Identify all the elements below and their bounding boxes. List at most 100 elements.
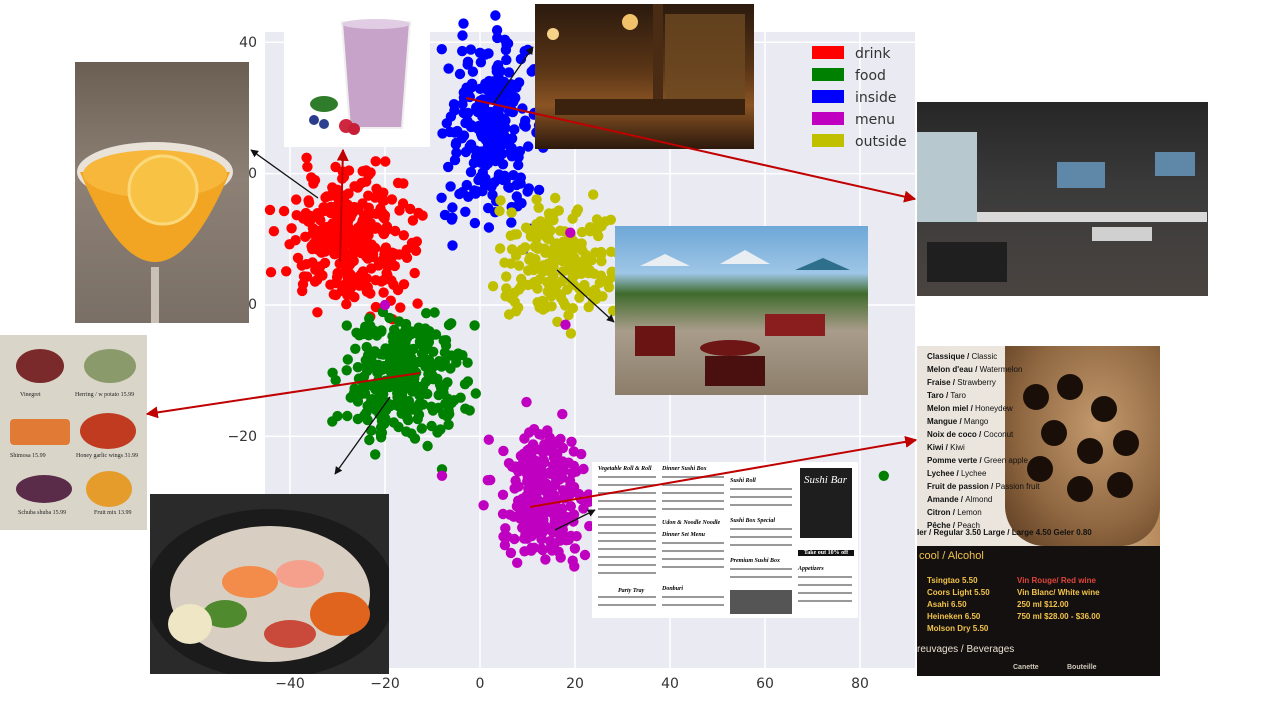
point-inside [523, 141, 534, 152]
point-food [462, 376, 474, 387]
wine-item: Vin Blanc/ White wine [1017, 588, 1100, 597]
point-outside [565, 328, 577, 339]
point-drink [380, 156, 391, 167]
arrow-to-bubble-tea-menu [529, 435, 918, 508]
bar-interior-illustration [547, 4, 745, 115]
point-food [388, 336, 399, 347]
smoothie-illustration [309, 19, 412, 135]
tapioca-pearl [1023, 384, 1049, 410]
point-menu [538, 467, 549, 478]
point-food [396, 389, 408, 401]
point-outside [495, 195, 506, 206]
menu-item-label: Honey garlic wings 31.99 [76, 453, 138, 459]
bubble-tea-menu-photo: Classique / Classic Melon d'eau / Waterm… [917, 346, 1160, 676]
point-menu [578, 463, 589, 475]
menu-dish-image [86, 471, 132, 507]
point-food [364, 434, 375, 446]
point-drink [316, 243, 328, 254]
beverage-column-label: Bouteille [1067, 664, 1097, 671]
point-menu [498, 445, 509, 457]
point-inside [447, 240, 458, 251]
legend-label-inside: inside [855, 90, 896, 106]
point-outside [552, 316, 563, 327]
arrow-to-sushi-platter [334, 396, 391, 475]
point-menu [579, 549, 591, 561]
point-inside [437, 128, 448, 139]
point-drink [350, 246, 361, 258]
point-menu [552, 469, 563, 480]
point-inside [513, 151, 524, 163]
point-inside [491, 25, 503, 36]
point-drink [298, 271, 310, 282]
wine-item: Vin Rouge/ Red wine [1017, 576, 1096, 585]
point-menu [566, 436, 577, 447]
point-drink [329, 249, 340, 260]
point-outside [546, 291, 557, 302]
menu-dish-image [16, 475, 72, 503]
point-menu [510, 475, 521, 486]
point-food [357, 384, 369, 396]
point-inside [501, 54, 512, 66]
point-inside [509, 124, 520, 135]
point-drink [412, 298, 423, 309]
point-menu [509, 533, 520, 545]
point-outside [558, 296, 569, 308]
flavor-row: Amande / Almond [927, 495, 993, 504]
tapioca-pearl [1057, 374, 1083, 400]
point-drink [370, 275, 381, 286]
point-inside [508, 170, 519, 181]
point-food [421, 308, 432, 319]
point-food [361, 341, 372, 353]
point-drink [388, 279, 399, 290]
point-menu [563, 457, 574, 468]
point-food [401, 331, 413, 342]
point-drink [398, 230, 409, 241]
point-outside [524, 226, 536, 237]
point-menu [519, 433, 530, 444]
point-food [352, 362, 364, 373]
point-food [416, 423, 427, 434]
point-outside [513, 284, 525, 295]
point-drink [345, 279, 357, 291]
point-inside [489, 111, 500, 122]
point-drink [297, 279, 309, 290]
point-outside [494, 243, 506, 254]
point-inside [465, 166, 477, 178]
point-food [435, 424, 446, 435]
point-inside [450, 139, 462, 150]
point-food [342, 410, 353, 422]
point-food [429, 307, 440, 318]
point-inside [523, 183, 535, 194]
x-tick-label: −20 [370, 676, 400, 692]
point-drink [363, 202, 374, 213]
point-inside [492, 59, 504, 71]
point-menu [531, 527, 542, 538]
point-drink [332, 267, 343, 279]
x-tick-label: 80 [851, 676, 869, 692]
point-menu [567, 467, 578, 479]
point-food [446, 350, 457, 361]
point-drink [265, 267, 277, 278]
flavor-row: Kiwi / Kiwi [927, 443, 965, 452]
bar-interior-photo [535, 4, 754, 149]
point-drink [303, 216, 314, 227]
cocktail-glass-illustration [77, 142, 233, 323]
point-drink [378, 228, 390, 240]
point-food [442, 411, 453, 422]
point-drink [407, 215, 419, 226]
wine-item: 250 ml $12.00 [1017, 600, 1069, 609]
point-drink [379, 213, 390, 224]
point-drink [300, 231, 311, 242]
point-food [445, 363, 456, 374]
arrow-to-cocktail [250, 149, 319, 199]
point-inside [458, 130, 470, 141]
alcohol-item: Asahi 6.50 [927, 600, 967, 609]
tapioca-pearl [1027, 456, 1053, 482]
legend-swatch-menu [812, 112, 844, 125]
point-menu [508, 511, 519, 522]
menu-item-label: Vinegret [20, 392, 41, 398]
point-outside [562, 265, 573, 276]
point-food [414, 401, 425, 412]
point-food [422, 440, 433, 452]
flavor-row: Noix de coco / Coconut [927, 430, 1014, 439]
